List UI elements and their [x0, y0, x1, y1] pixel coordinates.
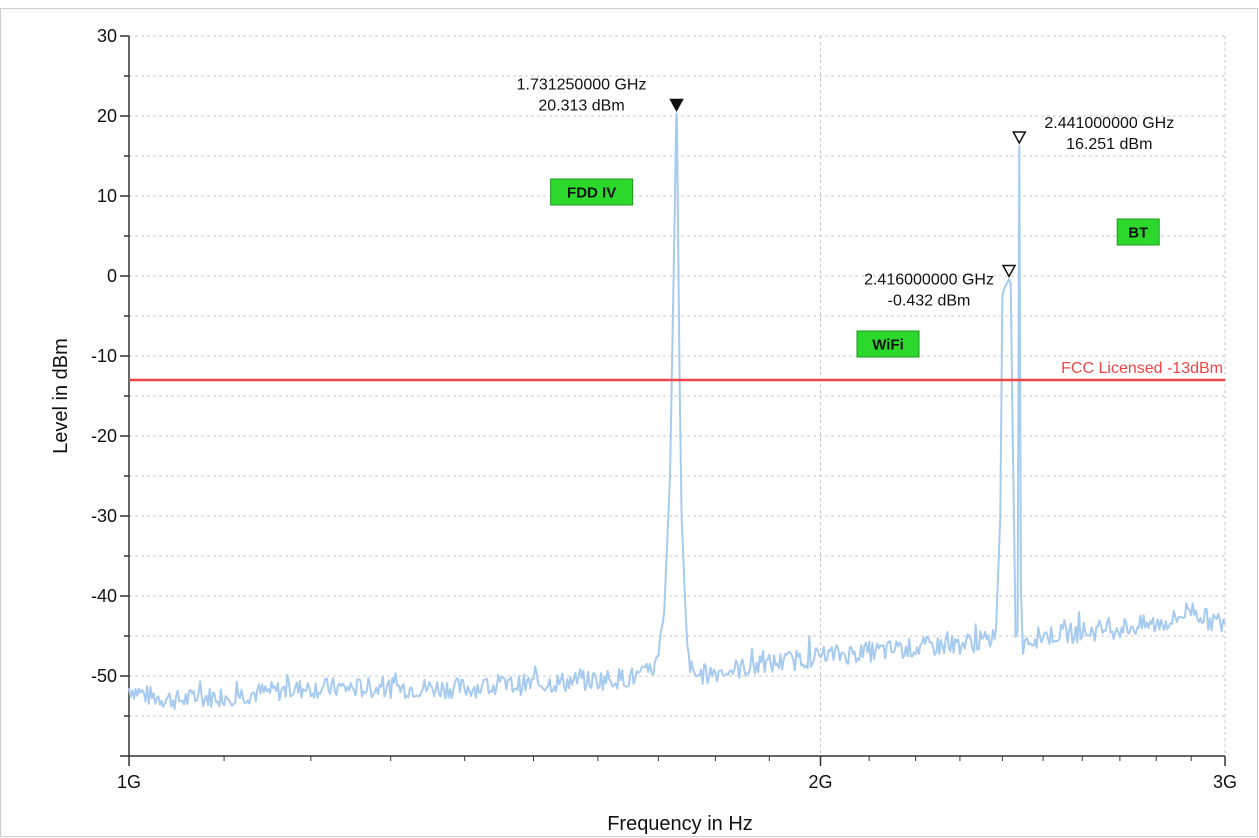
- fcc-limit-label: FCC Licensed -13dBm: [1061, 360, 1223, 377]
- marker-3-frequency: 2.416000000 GHz: [864, 271, 994, 288]
- band-label-text: WiFi: [872, 337, 904, 354]
- y-tick-label: 20: [97, 106, 117, 126]
- y-tick-label: -20: [91, 426, 117, 446]
- band-labels: FDD IV BT WiFi: [550, 178, 1160, 358]
- x-axis-title: Frequency in Hz: [607, 813, 753, 835]
- band-label-text: FDD IV: [567, 185, 616, 202]
- chart-frame: [0, 8, 1258, 837]
- y-tick-label: -40: [91, 586, 117, 606]
- band-label-box: [1116, 218, 1160, 246]
- x-tick-label: 2G: [808, 772, 832, 792]
- markers: 1.731250000 GHz 20.313 dBm 2.441000000 GHz…: [517, 76, 1175, 309]
- marker-1-level: 20.313 dBm: [538, 97, 624, 114]
- marker-2-triangle: [1012, 131, 1027, 145]
- x-tick-label: 3G: [1213, 772, 1237, 792]
- y-tick-label: 0: [107, 266, 117, 286]
- y-tick-label: -50: [91, 666, 117, 686]
- band-label-box: [550, 178, 634, 206]
- marker-3-level: -0.432 dBm: [888, 292, 971, 309]
- y-axis-title: Level in dBm: [50, 338, 72, 454]
- x-tick-label: 1G: [117, 772, 141, 792]
- x-axis-ticks: 1G 2G 3G: [117, 756, 1237, 792]
- marker-2-frequency: 2.441000000 GHz: [1044, 115, 1174, 132]
- marker-2-level: 16.251 dBm: [1066, 136, 1152, 153]
- marker-3-triangle: [1001, 264, 1017, 279]
- y-tick-label: -30: [91, 506, 117, 526]
- y-tick-label: 30: [97, 26, 117, 46]
- marker-1-frequency: 1.731250000 GHz: [517, 76, 647, 93]
- y-tick-label: -10: [91, 346, 117, 366]
- spectrum-trace: [128, 112, 1226, 710]
- y-axis-ticks: 30 20 10 0 -10 -20 -30 -40 -50: [91, 26, 129, 757]
- band-label-box: [856, 330, 920, 358]
- marker-1-triangle: [669, 98, 684, 113]
- band-label-text: BT: [1128, 225, 1148, 242]
- y-tick-label: 10: [97, 186, 117, 206]
